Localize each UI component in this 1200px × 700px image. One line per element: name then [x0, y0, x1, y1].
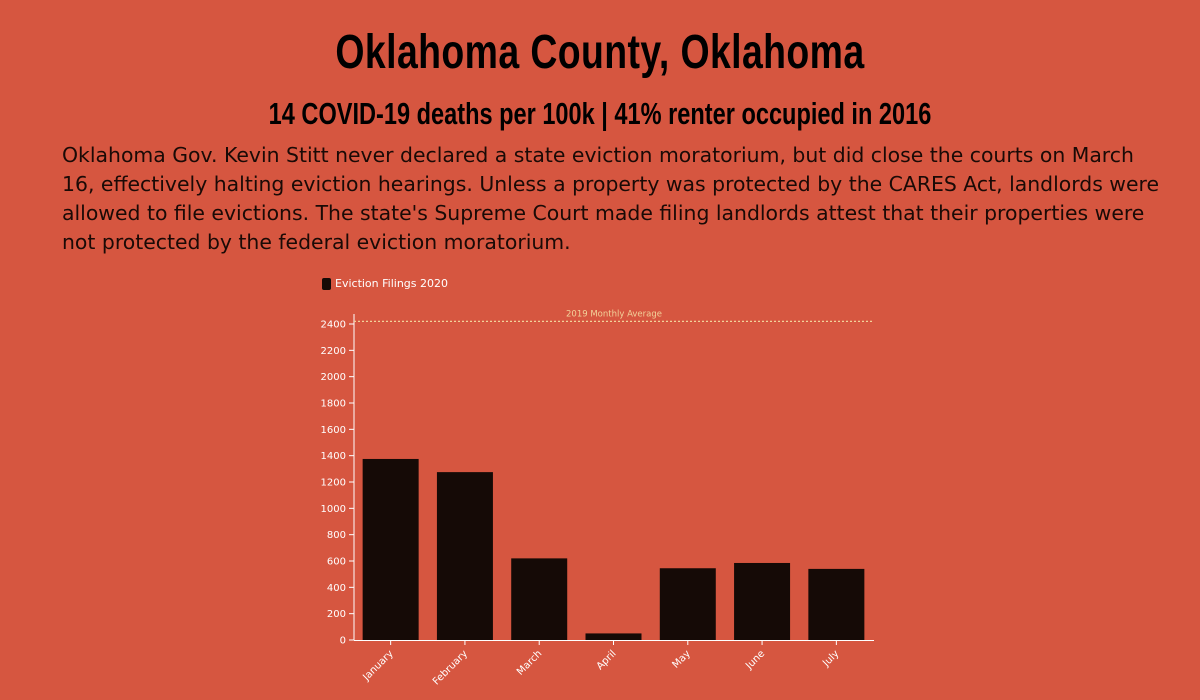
y-tick-label: 2400 [321, 320, 346, 331]
description-text: Oklahoma Gov. Kevin Stitt never declared… [62, 143, 1160, 254]
y-tick-label: 1400 [321, 451, 346, 462]
y-tick-label: 400 [327, 583, 346, 594]
y-tick-label: 600 [327, 557, 346, 568]
page-title: Oklahoma County, Oklahoma [335, 26, 865, 79]
bar [436, 472, 493, 640]
y-tick-label: 1000 [321, 504, 346, 515]
y-tick-label: 1200 [321, 478, 346, 489]
bar [808, 568, 865, 640]
y-tick-label: 2000 [321, 372, 346, 383]
bar [659, 568, 716, 640]
legend-swatch [322, 277, 331, 290]
y-tick-label: 1800 [321, 399, 346, 410]
x-tick-label: March [515, 648, 544, 677]
x-tick-label: May [671, 648, 693, 670]
page-subtitle: 14 COVID-19 deaths per 100k | 41% renter… [268, 96, 932, 131]
y-tick-label: 200 [327, 609, 346, 620]
x-tick-label: June [743, 648, 767, 672]
bar [362, 458, 419, 640]
y-tick-label: 0 [340, 636, 346, 647]
legend-label: Eviction Filings 2020 [335, 277, 449, 290]
x-tick-label: July [820, 648, 841, 669]
x-tick-label: January [360, 648, 395, 683]
bar [585, 633, 642, 640]
chart-legend: Eviction Filings 2020 [322, 277, 448, 290]
y-tick-label: 1600 [321, 425, 346, 436]
y-tick-label: 800 [327, 530, 346, 541]
x-tick-label: April [595, 648, 619, 672]
y-tick-label: 2200 [321, 346, 346, 357]
reference-line-label: 2019 Monthly Average [566, 309, 662, 319]
bar [734, 562, 791, 640]
x-tick-label: February [431, 648, 470, 687]
bar [511, 558, 568, 640]
